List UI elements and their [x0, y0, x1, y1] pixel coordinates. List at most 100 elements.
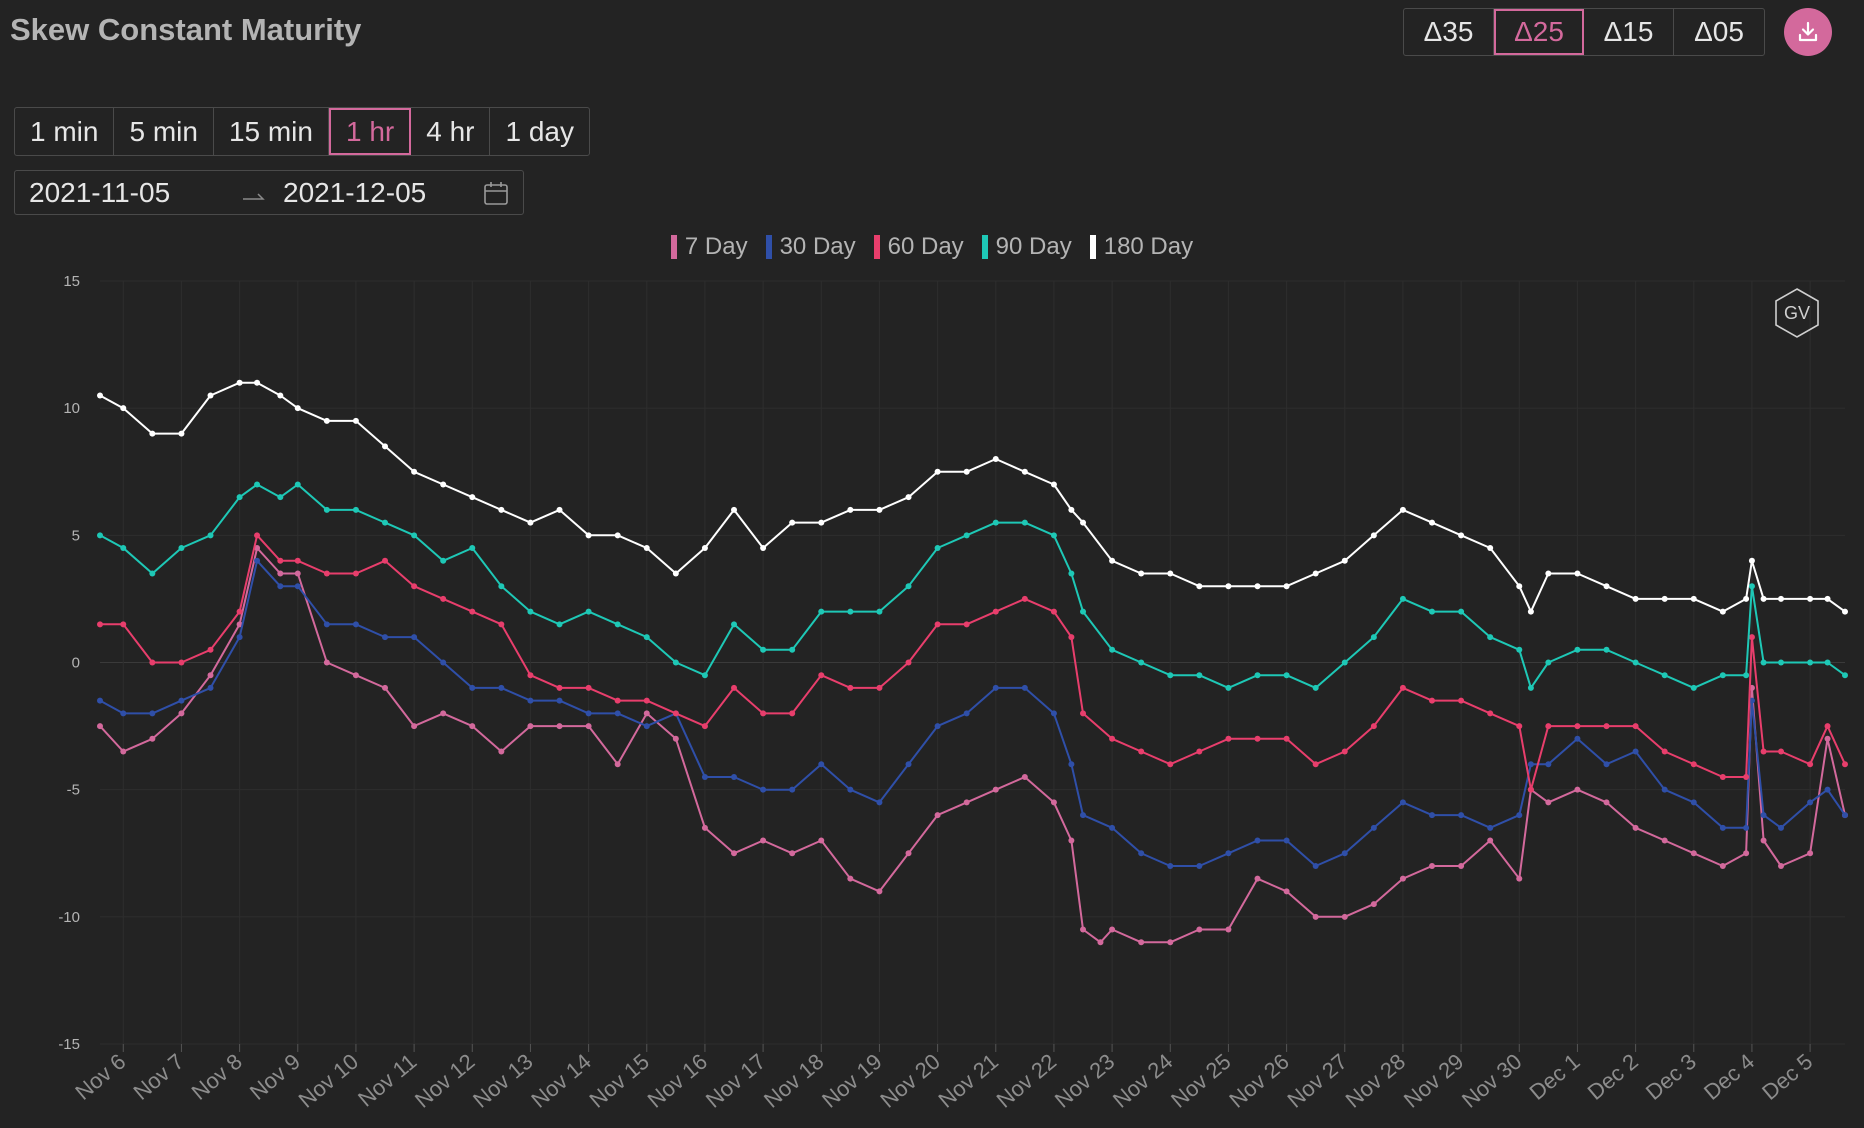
series-point-180-day	[1603, 583, 1610, 590]
series-point-60-day	[1370, 723, 1377, 730]
start-date-input[interactable]: 2021-11-05	[29, 177, 171, 208]
series-point-180-day	[254, 379, 261, 386]
series-point-90-day	[1021, 519, 1028, 526]
series-point-7-day	[585, 723, 592, 730]
series-point-30-day	[527, 697, 534, 704]
delta-35-button[interactable]: Δ35	[1404, 9, 1494, 55]
x-tick-label: Nov 10	[294, 1049, 363, 1113]
series-point-30-day	[1661, 786, 1668, 793]
series-point-7-day	[1719, 862, 1726, 869]
series-point-7-day	[1080, 926, 1087, 933]
series-point-30-day	[818, 761, 825, 768]
series-point-7-day	[1097, 939, 1104, 946]
series-point-7-day	[1167, 939, 1174, 946]
series-point-180-day	[277, 392, 284, 399]
series-point-180-day	[614, 532, 621, 539]
series-point-60-day	[556, 684, 563, 691]
interval-4hr-button[interactable]: 4 hr	[411, 108, 491, 155]
series-point-90-day	[149, 570, 156, 577]
legend-item-90-day[interactable]: 90 Day	[981, 233, 1072, 261]
series-point-60-day	[876, 684, 883, 691]
x-tick-label: Nov 22	[992, 1049, 1061, 1113]
calendar-icon[interactable]	[483, 181, 509, 207]
y-tick-label: -15	[58, 1036, 80, 1053]
series-point-30-day	[1399, 799, 1406, 806]
legend-swatch	[873, 235, 880, 259]
series-point-180-day	[1690, 595, 1697, 602]
series-point-180-day	[1487, 545, 1494, 552]
series-point-90-day	[963, 532, 970, 539]
series-point-30-day	[1068, 761, 1075, 768]
series-point-60-day	[323, 570, 330, 577]
end-date-input[interactable]: 2021-12-05	[283, 177, 427, 208]
series-point-60-day	[1516, 723, 1523, 730]
series-point-60-day	[1743, 773, 1750, 780]
x-tick-label: Nov 20	[875, 1049, 944, 1113]
series-point-60-day	[1429, 697, 1436, 704]
series-line-90-day	[99, 483, 1846, 689]
legend-item-30-day[interactable]: 30 Day	[765, 233, 856, 261]
series-point-30-day	[1312, 862, 1319, 869]
series-point-90-day	[818, 608, 825, 615]
series-point-30-day	[1748, 697, 1755, 704]
legend-item-7-day[interactable]: 7 Day	[670, 233, 748, 261]
series-point-60-day	[1748, 634, 1755, 641]
interval-15min-button[interactable]: 15 min	[214, 108, 329, 155]
series-point-90-day	[1824, 659, 1831, 666]
series-point-90-day	[1225, 684, 1232, 691]
x-tick-label: Nov 17	[701, 1049, 770, 1113]
series-point-60-day	[254, 532, 261, 539]
series-point-30-day	[876, 799, 883, 806]
delta-25-button[interactable]: Δ25	[1494, 9, 1584, 55]
x-tick-label: Nov 12	[410, 1049, 479, 1113]
x-tick-label: Nov 26	[1224, 1049, 1293, 1113]
series-point-90-day	[1719, 672, 1726, 679]
series-point-60-day	[440, 595, 447, 602]
series-point-7-day	[440, 710, 447, 717]
series-point-60-day	[847, 684, 854, 691]
series-point-180-day	[760, 545, 767, 552]
series-point-90-day	[1603, 646, 1610, 653]
delta-05-button[interactable]: Δ05	[1694, 16, 1744, 47]
interval-1hr-button[interactable]: 1 hr	[328, 108, 412, 155]
series-point-180-day	[1778, 595, 1785, 602]
series-point-90-day	[847, 608, 854, 615]
series-point-30-day	[440, 659, 447, 666]
series-point-60-day	[527, 672, 534, 679]
interval-5min-button[interactable]: 5 min	[114, 108, 214, 155]
arrow-icon	[243, 193, 265, 200]
series-point-30-day	[1516, 812, 1523, 819]
download-button[interactable]	[1784, 8, 1832, 56]
series-point-30-day	[934, 723, 941, 730]
interval-1min-button[interactable]: 1 min	[15, 108, 115, 155]
series-point-180-day	[1138, 570, 1145, 577]
series-point-30-day	[992, 684, 999, 691]
series-point-7-day	[789, 850, 796, 857]
series-point-7-day	[498, 748, 505, 755]
series-point-60-day	[1824, 723, 1831, 730]
series-point-180-day	[1458, 532, 1465, 539]
series-point-90-day	[382, 519, 389, 526]
interval-1day-button[interactable]: 1 day	[505, 115, 574, 147]
series-point-7-day	[527, 723, 534, 730]
series-point-60-day	[1719, 773, 1726, 780]
series-point-7-day	[1370, 901, 1377, 908]
series-point-60-day	[1341, 748, 1348, 755]
delta-15-button[interactable]: Δ15	[1584, 9, 1674, 55]
series-point-90-day	[277, 494, 284, 501]
series-point-60-day	[1021, 595, 1028, 602]
series-point-30-day	[701, 773, 708, 780]
series-point-30-day	[847, 786, 854, 793]
legend-swatch	[1089, 235, 1096, 259]
series-point-180-day	[556, 506, 563, 513]
series-point-30-day	[760, 786, 767, 793]
series-point-60-day	[1487, 710, 1494, 717]
legend-item-180-day[interactable]: 180 Day	[1089, 233, 1193, 261]
legend-item-60-day[interactable]: 60 Day	[873, 233, 964, 261]
series-point-60-day	[236, 608, 243, 615]
series-point-30-day	[1370, 824, 1377, 831]
series-point-90-day	[1778, 659, 1785, 666]
series-point-90-day	[1370, 634, 1377, 641]
series-point-90-day	[672, 659, 679, 666]
series-point-180-day	[992, 456, 999, 463]
